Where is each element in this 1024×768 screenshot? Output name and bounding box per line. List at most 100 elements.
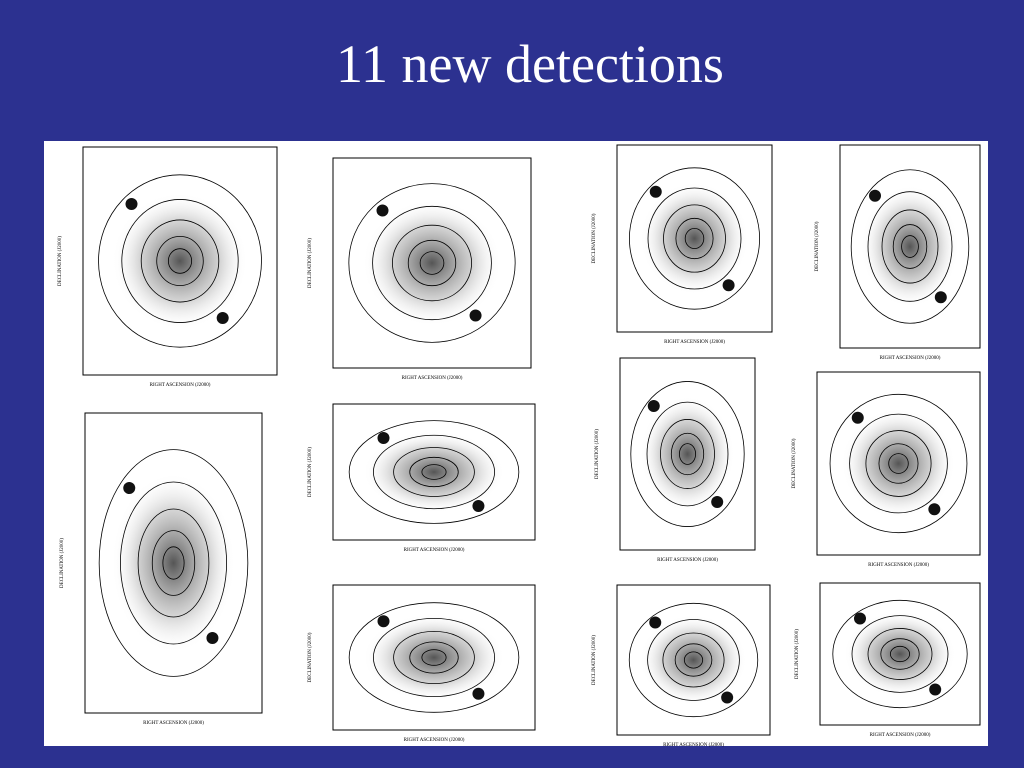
panel: RIGHT ASCENSION (J2000) DECLINATION (J200… bbox=[308, 403, 536, 553]
contour bbox=[832, 599, 968, 709]
panel: RIGHT ASCENSION (J2000) DECLINATION (J200… bbox=[308, 584, 536, 743]
contour bbox=[98, 449, 249, 677]
x-axis-label: RIGHT ASCENSION (J2000) bbox=[657, 558, 718, 563]
contour bbox=[660, 419, 715, 489]
contour bbox=[878, 443, 919, 484]
contour bbox=[121, 199, 239, 323]
contour bbox=[647, 187, 742, 290]
panel: RIGHT ASCENSION (J2000) DECLINATION (J200… bbox=[308, 157, 532, 381]
contour bbox=[684, 228, 705, 249]
emission bbox=[112, 192, 248, 330]
source bbox=[216, 312, 229, 324]
contour bbox=[140, 219, 220, 303]
x-axis-label: RIGHT ASCENSION (J2000) bbox=[404, 548, 465, 553]
source bbox=[469, 309, 482, 322]
contour bbox=[880, 638, 920, 670]
contour bbox=[372, 617, 495, 698]
contour bbox=[646, 401, 729, 507]
contour bbox=[829, 393, 968, 534]
source bbox=[928, 503, 941, 516]
contour bbox=[670, 432, 705, 476]
y-axis-label: DECLINATION (J2000) bbox=[815, 221, 820, 271]
x-axis-label: RIGHT ASCENSION (J2000) bbox=[663, 743, 724, 748]
contour bbox=[421, 464, 447, 480]
source bbox=[125, 198, 138, 210]
emission bbox=[363, 431, 505, 513]
contour bbox=[167, 248, 193, 274]
x-axis-label: RIGHT ASCENSION (J2000) bbox=[143, 721, 204, 726]
contour bbox=[409, 456, 459, 488]
contour bbox=[120, 481, 227, 645]
contour bbox=[162, 546, 185, 580]
source bbox=[376, 204, 389, 217]
contour bbox=[630, 381, 745, 527]
source bbox=[934, 291, 947, 304]
source bbox=[722, 279, 735, 292]
emission bbox=[111, 473, 236, 653]
contour bbox=[888, 453, 909, 474]
y-axis-label: DECLINATION (J2000) bbox=[58, 236, 63, 286]
source bbox=[869, 189, 881, 202]
contour bbox=[421, 649, 447, 666]
y-axis-label: DECLINATION (J2000) bbox=[592, 213, 597, 263]
emission bbox=[362, 200, 502, 326]
x-axis-label: RIGHT ASCENSION (J2000) bbox=[404, 738, 465, 743]
emission bbox=[640, 396, 735, 512]
contour bbox=[137, 508, 210, 618]
contour bbox=[850, 169, 970, 324]
x-axis-label: RIGHT ASCENSION (J2000) bbox=[868, 563, 929, 568]
contour bbox=[867, 628, 933, 680]
contour bbox=[409, 641, 459, 674]
contour bbox=[890, 645, 911, 663]
source bbox=[123, 482, 136, 494]
source bbox=[851, 411, 864, 424]
panel: RIGHT ASCENSION (J2000) DECLINATION (J200… bbox=[815, 144, 981, 361]
emission bbox=[841, 408, 956, 519]
contour bbox=[674, 643, 713, 677]
source bbox=[721, 691, 734, 704]
panel: RIGHT ASCENSION (J2000) DECLINATION (J200… bbox=[592, 144, 773, 345]
panels: RIGHT ASCENSION (J2000) DECLINATION (J200… bbox=[58, 144, 981, 748]
panel: RIGHT ASCENSION (J2000) DECLINATION (J200… bbox=[58, 146, 278, 388]
panel: RIGHT ASCENSION (J2000) DECLINATION (J200… bbox=[795, 582, 981, 738]
source bbox=[377, 432, 390, 444]
y-axis-label: DECLINATION (J2000) bbox=[792, 438, 797, 488]
contour bbox=[679, 443, 697, 465]
contour bbox=[663, 204, 726, 273]
emission bbox=[639, 615, 748, 705]
contour bbox=[372, 434, 495, 510]
contour bbox=[407, 239, 457, 287]
contour bbox=[867, 191, 953, 302]
emission bbox=[363, 614, 505, 701]
contour bbox=[901, 235, 919, 258]
x-axis-label: RIGHT ASCENSION (J2000) bbox=[402, 376, 463, 381]
y-axis-label: DECLINATION (J2000) bbox=[308, 447, 313, 497]
y-axis-label: DECLINATION (J2000) bbox=[592, 635, 597, 685]
y-axis-label: DECLINATION (J2000) bbox=[60, 538, 65, 588]
contour bbox=[675, 217, 714, 260]
contour bbox=[851, 615, 949, 693]
y-axis-label: DECLINATION (J2000) bbox=[308, 632, 313, 682]
contour bbox=[348, 183, 516, 343]
contour bbox=[393, 631, 475, 685]
contour bbox=[348, 420, 520, 524]
contour bbox=[391, 224, 472, 302]
panel: RIGHT ASCENSION (J2000) DECLINATION (J200… bbox=[792, 371, 981, 568]
y-axis-label: DECLINATION (J2000) bbox=[308, 238, 313, 288]
contour bbox=[683, 651, 704, 669]
emission bbox=[640, 182, 749, 295]
y-axis-label: DECLINATION (J2000) bbox=[795, 629, 800, 679]
contour bbox=[151, 530, 196, 596]
x-axis-label: RIGHT ASCENSION (J2000) bbox=[664, 340, 725, 345]
contour bbox=[629, 167, 761, 310]
contour bbox=[372, 205, 492, 321]
x-axis-label: RIGHT ASCENSION (J2000) bbox=[150, 383, 211, 388]
contour bbox=[881, 209, 939, 284]
x-axis-label: RIGHT ASCENSION (J2000) bbox=[880, 356, 941, 361]
x-axis-label: RIGHT ASCENSION (J2000) bbox=[870, 733, 931, 738]
contour bbox=[156, 235, 204, 287]
contour bbox=[849, 413, 948, 514]
contour bbox=[393, 447, 475, 497]
